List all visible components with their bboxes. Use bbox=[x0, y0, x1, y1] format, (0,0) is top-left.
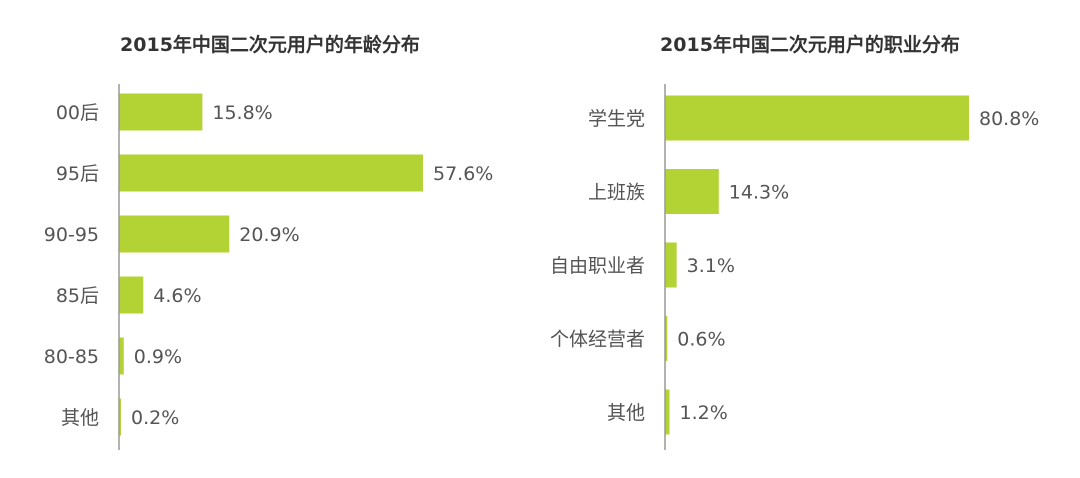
category-label: 学生党 bbox=[588, 108, 645, 130]
bar-4 bbox=[665, 389, 670, 435]
bar-2 bbox=[119, 215, 230, 253]
value-label: 15.8% bbox=[212, 102, 272, 124]
value-label: 1.2% bbox=[680, 402, 728, 424]
category-label: 个体经营者 bbox=[550, 329, 645, 351]
category-label: 其他 bbox=[607, 402, 645, 424]
category-label: 95后 bbox=[56, 163, 99, 185]
category-label: 其他 bbox=[61, 407, 99, 429]
chart-title: 2015年中国二次元用户的职业分布 bbox=[660, 34, 960, 56]
value-label: 14.3% bbox=[729, 182, 789, 204]
bar-0 bbox=[119, 93, 203, 131]
bar-3 bbox=[665, 316, 668, 361]
bar-0 bbox=[665, 95, 969, 141]
bar-3 bbox=[119, 276, 144, 314]
value-label: 3.1% bbox=[687, 255, 735, 277]
bar-1 bbox=[119, 154, 423, 192]
value-label: 80.8% bbox=[979, 108, 1039, 130]
value-label: 57.6% bbox=[433, 163, 493, 185]
value-label: 0.9% bbox=[134, 346, 182, 368]
value-label: 20.9% bbox=[239, 224, 299, 246]
bar-4 bbox=[119, 337, 124, 375]
occupation-distribution-plot: 学生党 80.8% 上班族 14.3% 自由职业者 3.1% 个体经营者 0.6% 其他 1.2% bbox=[550, 84, 1039, 450]
bar-2 bbox=[665, 242, 677, 288]
bar-1 bbox=[665, 169, 719, 214]
bar-5 bbox=[119, 398, 121, 436]
category-label: 80-85 bbox=[44, 346, 99, 368]
value-label: 4.6% bbox=[153, 285, 201, 307]
value-label: 0.2% bbox=[131, 407, 179, 429]
occupation-distribution-chart: 2015年中国二次元用户的职业分布 学生党 80.8% 上班族 14.3% 自由职业者 3… bbox=[540, 0, 1080, 478]
category-label: 85后 bbox=[56, 285, 99, 307]
category-label: 00后 bbox=[56, 102, 99, 124]
category-label: 90-95 bbox=[44, 224, 99, 246]
age-distribution-plot: 00后 15.8% 95后 57.6% 90-95 20.9% 85后 4.6% 80-85 0.… bbox=[44, 84, 493, 450]
chart-title: 2015年中国二次元用户的年龄分布 bbox=[120, 34, 420, 56]
category-label: 自由职业者 bbox=[550, 255, 645, 277]
value-label: 0.6% bbox=[677, 329, 725, 351]
category-label: 上班族 bbox=[588, 182, 645, 204]
age-distribution-chart: 2015年中国二次元用户的年龄分布 00后 15.8% 95后 57.6% 90-95 2… bbox=[44, 34, 493, 450]
